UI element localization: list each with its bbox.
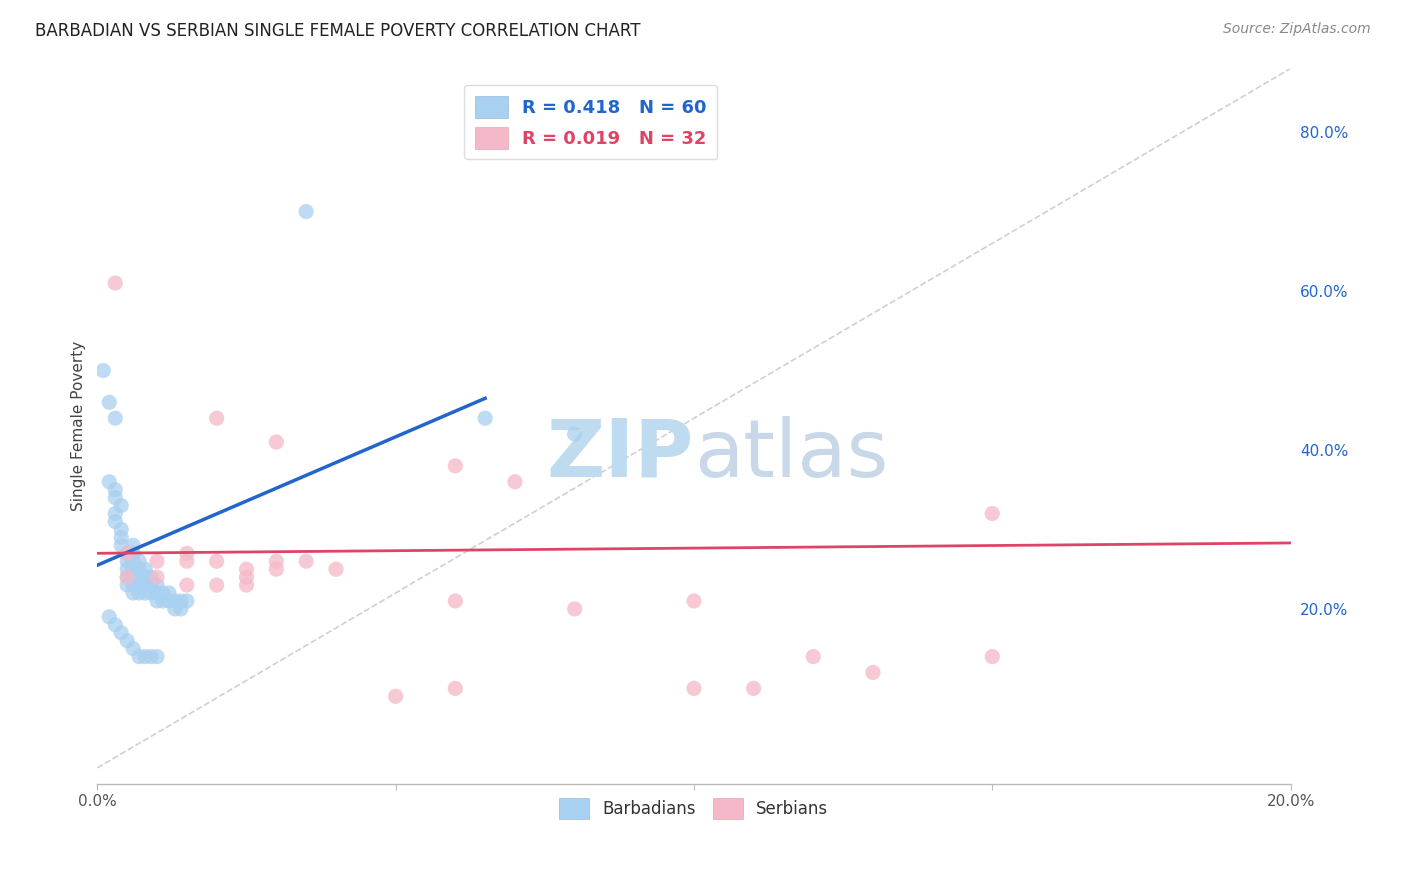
Point [157,586,180,600]
Point [146,649,169,664]
Point [134,562,156,576]
Point [146,594,169,608]
Point [170,602,193,616]
Point [444,594,467,608]
Point [564,602,586,616]
Point [163,594,186,608]
Point [981,507,1004,521]
Point [134,649,156,664]
Point [122,546,145,560]
Point [564,427,586,442]
Point [98,395,121,409]
Point [862,665,884,680]
Point [110,530,132,544]
Point [474,411,496,425]
Point [128,578,150,592]
Point [104,491,127,505]
Point [235,570,257,584]
Y-axis label: Single Female Poverty: Single Female Poverty [72,341,86,511]
Point [122,554,145,568]
Point [128,570,150,584]
Point [122,578,145,592]
Point [139,570,162,584]
Point [801,649,824,664]
Point [152,586,174,600]
Point [122,570,145,584]
Point [146,586,169,600]
Text: atlas: atlas [695,416,889,494]
Point [266,554,288,568]
Legend: Barbadians, Serbians: Barbadians, Serbians [553,792,835,825]
Point [176,594,198,608]
Point [134,570,156,584]
Point [128,649,150,664]
Point [295,554,318,568]
Point [104,276,127,290]
Point [139,649,162,664]
Point [295,204,318,219]
Point [104,515,127,529]
Point [122,538,145,552]
Point [384,690,406,704]
Point [115,570,138,584]
Point [176,578,198,592]
Point [115,554,138,568]
Text: Source: ZipAtlas.com: Source: ZipAtlas.com [1223,22,1371,37]
Point [235,578,257,592]
Point [104,411,127,425]
Point [139,578,162,592]
Point [205,554,228,568]
Point [205,411,228,425]
Point [115,546,138,560]
Point [110,499,132,513]
Point [115,633,138,648]
Point [325,562,347,576]
Point [98,475,121,489]
Point [444,681,467,696]
Point [110,625,132,640]
Point [146,554,169,568]
Point [683,681,706,696]
Point [503,475,526,489]
Text: ZIP: ZIP [547,416,695,494]
Point [98,610,121,624]
Point [176,546,198,560]
Point [110,538,132,552]
Point [146,570,169,584]
Point [128,554,150,568]
Point [115,578,138,592]
Point [266,562,288,576]
Point [139,586,162,600]
Point [115,562,138,576]
Point [104,483,127,497]
Point [444,458,467,473]
Point [110,523,132,537]
Point [266,435,288,450]
Point [115,570,138,584]
Point [122,586,145,600]
Point [122,562,145,576]
Point [134,586,156,600]
Point [981,649,1004,664]
Point [104,507,127,521]
Point [163,602,186,616]
Point [205,578,228,592]
Point [134,578,156,592]
Point [115,546,138,560]
Point [176,554,198,568]
Point [128,586,150,600]
Point [235,562,257,576]
Point [91,363,114,377]
Point [122,641,145,656]
Point [683,594,706,608]
Text: BARBADIAN VS SERBIAN SINGLE FEMALE POVERTY CORRELATION CHART: BARBADIAN VS SERBIAN SINGLE FEMALE POVER… [35,22,641,40]
Point [104,617,127,632]
Point [128,562,150,576]
Point [742,681,765,696]
Point [157,594,180,608]
Point [170,594,193,608]
Point [152,594,174,608]
Point [146,578,169,592]
